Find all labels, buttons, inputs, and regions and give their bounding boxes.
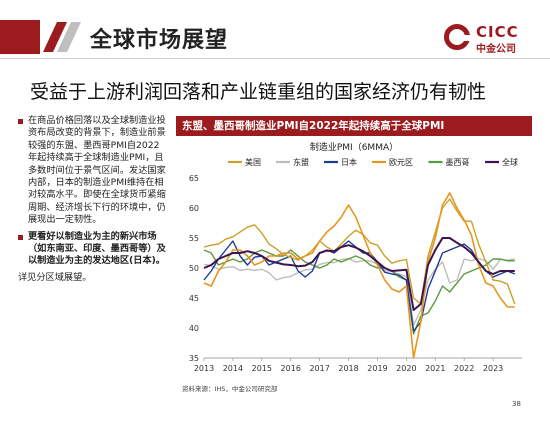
x-tick-label: 2013 bbox=[194, 364, 214, 373]
y-tick-label: 60 bbox=[189, 204, 199, 213]
x-tick-label: 2023 bbox=[483, 364, 503, 373]
y-tick-label: 65 bbox=[189, 174, 199, 183]
x-tick-label: 2019 bbox=[367, 364, 387, 373]
y-tick-label: 40 bbox=[189, 324, 199, 333]
legend-label: 欧元区 bbox=[389, 157, 413, 167]
bullet-2: 更看好以制造业为主的新兴市场（如东南亚、印度、墨西哥等）及以制造业为主的发达地区… bbox=[18, 231, 166, 268]
page-number: 38 bbox=[512, 400, 521, 408]
series-line-墨西哥 bbox=[203, 249, 515, 335]
logo-text-cn: 中金公司 bbox=[476, 44, 516, 55]
pmi-line-chart: 制造业PMI（6MMA） 美国 东盟 日本 欧元区 墨西哥 全球 35 40 45 50 55 60… bbox=[176, 138, 532, 382]
x-tick-label: 2014 bbox=[223, 364, 243, 373]
series-line-东盟 bbox=[203, 257, 515, 326]
chart-series bbox=[203, 192, 516, 359]
x-tick-label: 2015 bbox=[252, 364, 272, 373]
page-title: 全球市场展望 bbox=[90, 28, 229, 53]
legend-label: 东盟 bbox=[293, 157, 309, 167]
legend-label: 墨西哥 bbox=[446, 158, 470, 167]
chart-title: 制造业PMI（6MMA） bbox=[310, 141, 398, 153]
source-note: 资料来源：IHS，中金公司研究部 bbox=[182, 385, 278, 393]
x-tick-label: 2020 bbox=[396, 364, 416, 373]
series-line-全球 bbox=[203, 237, 515, 311]
chart-svg: 制造业PMI（6MMA） 美国 东盟 日本 欧元区 墨西哥 全球 35 40 45 50 55 60… bbox=[189, 141, 522, 373]
y-tick-label: 35 bbox=[189, 354, 199, 363]
y-tick-label: 50 bbox=[189, 264, 199, 273]
commentary-panel: 在商品价格回落以及全球制造业投资布局改变的背景下，制造业前景较强的东盟、墨西哥P… bbox=[18, 115, 166, 284]
logo-text-en: CICC bbox=[476, 23, 519, 41]
legend-label: 全球 bbox=[502, 157, 518, 167]
chart-legend: 美国 东盟 日本 欧元区 墨西哥 全球 bbox=[228, 157, 518, 167]
cicc-logo-icon bbox=[444, 24, 472, 50]
slide-subtitle: 受益于上游利润回落和产业链重组的国家经济仍有韧性 bbox=[30, 81, 487, 103]
series-line-日本 bbox=[203, 240, 516, 332]
series-line-欧元区 bbox=[203, 192, 515, 359]
y-tick-label: 45 bbox=[189, 294, 199, 303]
cicc-logo: CICC 中金公司 bbox=[444, 20, 544, 56]
header-divider bbox=[0, 58, 550, 59]
x-tick-label: 2022 bbox=[454, 364, 474, 373]
chart-heading: 东盟、墨西哥制造业PMI自2022年起持续高于全球PMI bbox=[176, 116, 532, 136]
x-tick-label: 2018 bbox=[338, 364, 358, 373]
slide-header: 全球市场展望 CICC 中金公司 bbox=[0, 0, 550, 58]
legend-label: 日本 bbox=[341, 157, 357, 167]
x-tick-label: 2021 bbox=[425, 364, 445, 373]
x-tick-label: 2017 bbox=[309, 364, 329, 373]
header-accent-bar bbox=[0, 20, 40, 54]
bullet-1: 在商品价格回落以及全球制造业投资布局改变的背景下，制造业前景较强的东盟、墨西哥P… bbox=[18, 115, 166, 227]
legend-label: 美国 bbox=[245, 157, 261, 167]
x-tick-label: 2016 bbox=[281, 364, 301, 373]
y-tick-label: 55 bbox=[189, 234, 199, 243]
chart-axes: 35 40 45 50 55 60 65 2013 2014 2015 2016 2017 2018 20… bbox=[189, 174, 522, 373]
regional-outlook-note: 详见分区域展望。 bbox=[18, 271, 92, 283]
